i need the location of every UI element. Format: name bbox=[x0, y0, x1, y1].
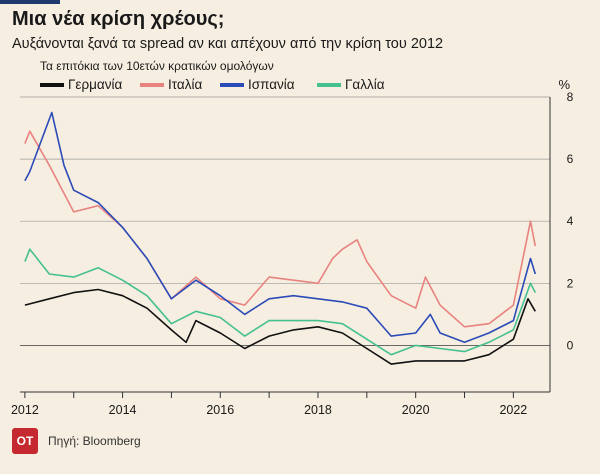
x-tick-label: 2022 bbox=[499, 403, 527, 417]
chart-title: Μια νέα κρίση χρέους; bbox=[12, 8, 225, 30]
x-tick-label: 2016 bbox=[206, 403, 234, 417]
y-tick-label: 0 bbox=[567, 338, 574, 352]
y-tick-label: 6 bbox=[567, 152, 574, 166]
series-line-italy bbox=[24, 130, 537, 328]
x-tick-label: 2012 bbox=[11, 403, 39, 417]
legend-swatch-spain bbox=[220, 83, 244, 88]
series-line-germany bbox=[24, 288, 536, 365]
series-line-spain bbox=[24, 111, 537, 344]
chart-note: Τα επιτόκια των 10ετών κρατικών ομολόγων bbox=[40, 59, 274, 73]
unit-label: % bbox=[558, 77, 570, 92]
legend-swatch-germany bbox=[40, 83, 64, 88]
ot-logo: OT bbox=[12, 428, 38, 454]
chart-subtitle: Αυξάνονται ξανά τα spread αν και απέχουν… bbox=[12, 36, 444, 52]
legend-swatch-italy bbox=[140, 83, 164, 88]
legend-item-italy: Ιταλία bbox=[140, 77, 202, 92]
legend-label-spain: Ισπανία bbox=[248, 77, 295, 92]
legend-label-germany: Γερμανία bbox=[68, 77, 123, 92]
legend-label-italy: Ιταλία bbox=[168, 77, 203, 92]
legend-label-france: Γαλλία bbox=[345, 77, 385, 92]
x-tick-label: 2020 bbox=[402, 403, 430, 417]
source-text: Πηγή: Bloomberg bbox=[48, 434, 141, 448]
y-tick-label: 4 bbox=[567, 214, 574, 228]
legend-item-germany: Γερμανία bbox=[40, 77, 122, 92]
series-line-france bbox=[24, 248, 537, 356]
y-tick-label: 2 bbox=[567, 276, 574, 290]
y-tick-label: 8 bbox=[567, 90, 574, 104]
legend: Γερμανία Ιταλία Ισπανία Γαλλία % bbox=[40, 77, 570, 97]
legend-swatch-france bbox=[317, 83, 341, 88]
x-tick-label: 2018 bbox=[304, 403, 332, 417]
legend-item-spain: Ισπανία bbox=[220, 77, 295, 92]
legend-item-france: Γαλλία bbox=[317, 77, 385, 92]
accent-bar bbox=[0, 0, 60, 4]
x-tick-label: 2014 bbox=[109, 403, 137, 417]
